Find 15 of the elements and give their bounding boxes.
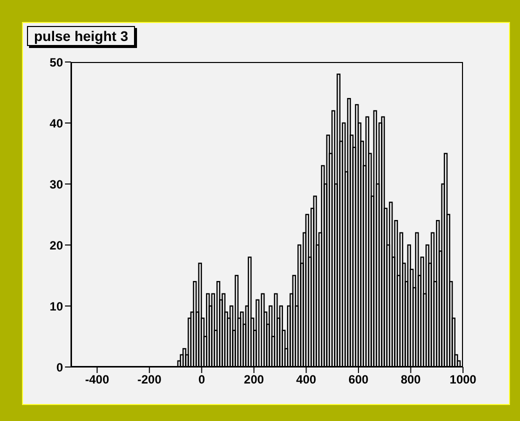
y-tick-label: 10 (50, 299, 64, 314)
x-tick-label: 200 (244, 372, 264, 387)
x-tick-label: 600 (348, 372, 369, 387)
y-tick-label: 30 (50, 177, 64, 192)
y-tick-label: 0 (56, 360, 64, 374)
x-tick-label: 800 (400, 372, 422, 387)
chart-title: pulse height 3 (27, 26, 136, 46)
x-tick-label: 400 (296, 372, 317, 387)
x-tick-label: 0 (198, 372, 206, 387)
x-tick-label: 1000 (450, 372, 477, 387)
x-tick-label: -400 (85, 372, 110, 387)
y-tick-label: 40 (50, 116, 64, 130)
y-tick-label: 50 (50, 55, 64, 70)
x-tick-label: -200 (137, 372, 162, 387)
y-tick-label: 20 (50, 238, 64, 252)
